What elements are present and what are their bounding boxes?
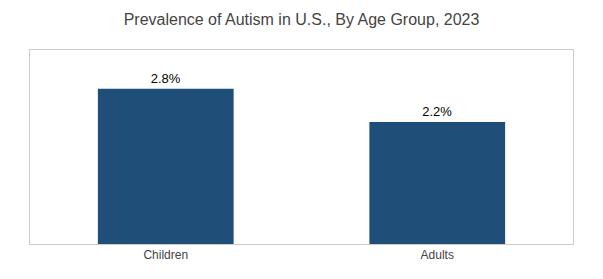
svg-text:Prevalence of Autism in U.S.,: Prevalence of Autism in U.S., By Age Gro… bbox=[124, 11, 480, 28]
svg-text:Children: Children bbox=[143, 248, 188, 262]
svg-text:2.2%: 2.2% bbox=[422, 104, 452, 119]
svg-text:Adults: Adults bbox=[421, 248, 454, 262]
svg-text:2.8%: 2.8% bbox=[151, 71, 181, 86]
